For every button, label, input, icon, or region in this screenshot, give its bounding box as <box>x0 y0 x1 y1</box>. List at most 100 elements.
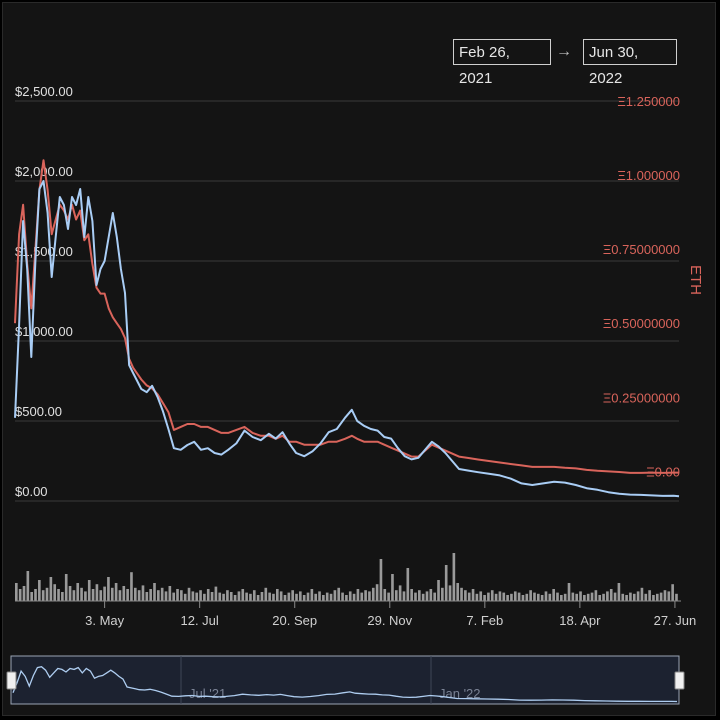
x-tick-label: 27. Jun <box>654 613 697 628</box>
volume-bar <box>506 595 509 601</box>
volume-bar <box>544 591 548 601</box>
volume-bar <box>318 591 321 601</box>
volume-bar <box>314 593 318 601</box>
volume-bar <box>68 586 72 601</box>
volume-bar <box>471 589 475 601</box>
eth-tick-label: Ξ1.250000 <box>617 94 680 109</box>
volume-bar <box>494 593 498 601</box>
volume-bar <box>425 591 429 601</box>
volume-bar <box>279 591 283 601</box>
volume-bar <box>586 593 590 601</box>
eth-tick-label: Ξ0.00 <box>646 464 680 479</box>
volume-bar <box>456 583 460 601</box>
volume-bar <box>418 590 421 601</box>
navigator-handle-right[interactable] <box>674 671 685 690</box>
volume-bar <box>15 583 18 601</box>
volume-bar <box>621 593 625 601</box>
volume-bar <box>172 592 176 601</box>
volume-bar <box>180 590 183 601</box>
volume-bar <box>659 592 663 601</box>
volume-bar <box>114 583 118 601</box>
eth-tick-label: Ξ0.50000000 <box>603 316 680 331</box>
volume-bar <box>122 586 126 601</box>
volume-bar <box>394 590 398 601</box>
volume-bar <box>556 592 559 601</box>
volume-bar <box>464 590 467 601</box>
volume-bar <box>45 587 49 601</box>
volume-bar <box>275 589 279 601</box>
usd-tick-label: $500.00 <box>15 404 62 419</box>
usd-price-line <box>14 180 680 498</box>
volume-bar <box>283 595 287 601</box>
volume-bar <box>640 587 644 601</box>
volume-bar <box>157 590 160 601</box>
eth-axis-title: ETH <box>687 265 704 295</box>
volume-bar <box>490 590 494 601</box>
volume-bar <box>398 585 402 601</box>
date-range-from[interactable]: Feb 26, 2021 <box>453 39 551 87</box>
volume-bar <box>199 590 202 601</box>
volume-bar <box>164 591 168 601</box>
volume-bar <box>375 584 379 601</box>
volume-bar <box>594 590 598 601</box>
navigator-window[interactable] <box>10 655 680 705</box>
x-tick-label: 7. Feb <box>466 613 503 628</box>
usd-tick-label: $1,500.00 <box>15 244 73 259</box>
volume-bar <box>479 591 483 601</box>
volume-bars <box>15 553 678 601</box>
volume-bar <box>233 595 237 601</box>
volume-bar <box>291 590 294 601</box>
volume-bar <box>387 592 390 601</box>
volume-bar <box>352 593 356 601</box>
navigator-handle-left[interactable] <box>6 671 17 690</box>
date-range-to[interactable]: Jun 30, 2022 <box>583 39 677 87</box>
range-navigator: Jul '21 Jan '22 <box>6 655 685 705</box>
volume-bar <box>153 583 156 601</box>
volume-bar <box>38 580 41 601</box>
volume-bar <box>498 591 502 601</box>
x-tick-label: 18. Apr <box>559 613 601 628</box>
volume-bar <box>103 586 106 601</box>
volume-bar <box>406 568 410 601</box>
volume-bar <box>95 584 99 601</box>
volume-bar <box>560 595 563 601</box>
volume-bar <box>80 587 83 601</box>
volume-bar <box>168 586 172 601</box>
volume-bar <box>421 593 425 601</box>
volume-bar <box>452 553 456 601</box>
volume-bar <box>130 572 133 601</box>
volume-bar <box>41 590 45 601</box>
volume-bar <box>302 595 306 601</box>
volume-bar <box>272 593 275 601</box>
volume-bar <box>84 591 87 601</box>
volume-bar <box>252 590 256 601</box>
volume-bar <box>383 589 387 601</box>
volume-bar <box>371 587 375 601</box>
volume-bar <box>625 595 628 601</box>
eth-tick-label: Ξ1.000000 <box>617 168 680 183</box>
volume-bar <box>433 592 436 601</box>
volume-bar <box>579 591 582 601</box>
volume-bar <box>72 590 76 601</box>
volume-bar <box>613 592 617 601</box>
volume-bar <box>76 583 80 601</box>
usd-axis: $0.00 $500.00 $1,000.00 $1,500.00 $2,000.00 $… <box>15 84 73 499</box>
volume-bar <box>548 593 552 601</box>
eth-tick-label: Ξ0.75000000 <box>603 242 680 257</box>
x-tick-label: 12. Jul <box>181 613 219 628</box>
date-range-arrow: → <box>556 43 572 60</box>
volume-bar <box>133 587 137 601</box>
volume-bar <box>226 590 229 601</box>
volume-bar <box>195 592 199 601</box>
volume-bar <box>160 587 164 601</box>
x-tick-label: 29. Nov <box>367 613 412 628</box>
x-axis: 3. May 12. Jul 20. Sep 29. Nov 7. Feb 18. Apr… <box>85 601 696 628</box>
volume-bar <box>53 584 57 601</box>
price-chart: $0.00 $500.00 $1,000.00 $1,500.00 $2,000.00 $… <box>6 84 704 705</box>
volume-bar <box>609 589 613 601</box>
volume-bar <box>629 592 632 601</box>
volume-bar <box>648 590 651 601</box>
volume-bar <box>513 591 517 601</box>
volume-bar <box>517 592 521 601</box>
